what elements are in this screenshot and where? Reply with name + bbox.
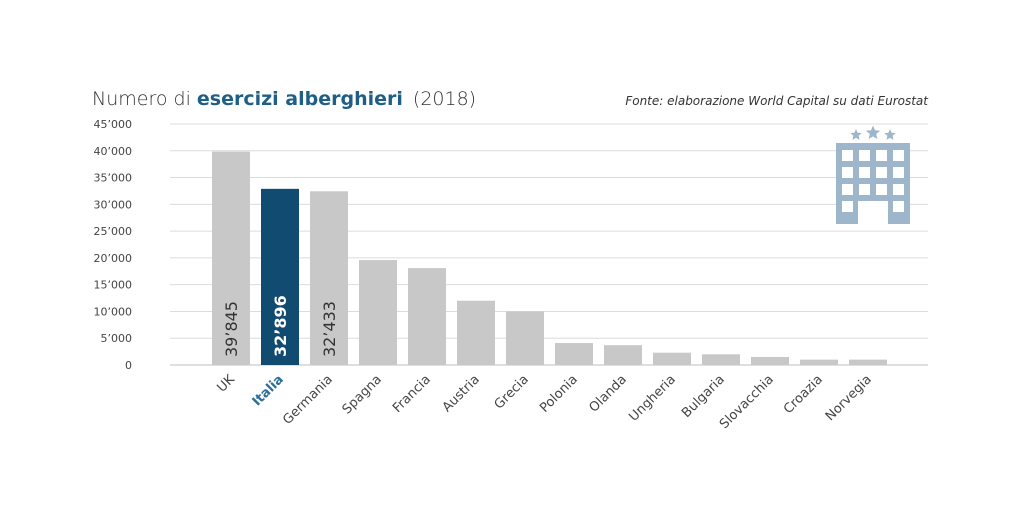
x-tick-label: Polonia bbox=[537, 372, 581, 416]
window bbox=[893, 150, 904, 161]
window bbox=[893, 184, 904, 195]
y-tick-label: 45’000 bbox=[94, 118, 133, 131]
x-tick-label: Austria bbox=[440, 372, 483, 415]
bar bbox=[457, 300, 495, 365]
door bbox=[858, 201, 888, 224]
title-emphasis: esercizi alberghieri bbox=[197, 88, 403, 110]
x-tick-label: Germania bbox=[280, 372, 336, 428]
bar bbox=[702, 354, 740, 365]
bar bbox=[800, 359, 838, 365]
window bbox=[876, 150, 887, 161]
y-tick-label: 10’000 bbox=[94, 305, 133, 318]
y-tick-label: 20’000 bbox=[94, 252, 133, 265]
bar bbox=[359, 260, 397, 365]
y-axis-ticks: 0 5’000 10’000 15’000 20’000 25’000 30’000 35’0… bbox=[94, 118, 133, 372]
window bbox=[842, 184, 853, 195]
y-tick-label: 5’000 bbox=[101, 332, 133, 345]
window bbox=[842, 167, 853, 178]
x-tick-label: Francia bbox=[390, 372, 434, 416]
window bbox=[859, 184, 870, 195]
value-label: 32’896 bbox=[271, 295, 290, 357]
title-plain: Numero di bbox=[92, 88, 197, 110]
x-tick-label: Croazia bbox=[781, 372, 826, 417]
y-tick-label: 40’000 bbox=[94, 145, 133, 158]
y-tick-label: 25’000 bbox=[94, 225, 133, 238]
y-tick-label: 35’000 bbox=[94, 172, 133, 185]
x-tick-label: Spagna bbox=[340, 372, 385, 417]
y-tick-label: 30’000 bbox=[94, 198, 133, 211]
star-icon bbox=[865, 125, 881, 140]
value-label: 32’433 bbox=[320, 301, 339, 357]
y-tick-label: 15’000 bbox=[94, 279, 133, 292]
bar bbox=[212, 151, 250, 365]
window bbox=[893, 167, 904, 178]
x-tick-label: Norvegia bbox=[823, 372, 875, 424]
bar bbox=[555, 343, 593, 365]
title-year: (2018) bbox=[413, 88, 476, 110]
x-tick-label: Bulgaria bbox=[679, 372, 728, 421]
x-tick-label: Olanda bbox=[586, 372, 629, 415]
bar bbox=[653, 352, 691, 365]
window bbox=[876, 167, 887, 178]
window bbox=[876, 184, 887, 195]
bar bbox=[408, 268, 446, 365]
bar bbox=[604, 345, 642, 365]
value-labels: 39’845 32’896 32’433 bbox=[222, 295, 339, 357]
hotel-building-icon bbox=[836, 125, 910, 224]
star-icon bbox=[850, 129, 862, 140]
star-icon bbox=[884, 129, 896, 140]
bar bbox=[261, 188, 299, 365]
window bbox=[893, 201, 904, 212]
chart-title: Numero di esercizi alberghieri (2018) bbox=[92, 88, 476, 110]
bars bbox=[212, 151, 887, 365]
window bbox=[859, 167, 870, 178]
chart-source: Fonte: elaborazione World Capital su dat… bbox=[625, 94, 929, 108]
window bbox=[842, 201, 853, 212]
x-tick-label: Ungheria bbox=[626, 372, 678, 424]
window bbox=[859, 150, 870, 161]
bar bbox=[310, 191, 348, 365]
x-tick-label: Grecia bbox=[492, 372, 532, 412]
bar bbox=[751, 356, 789, 365]
x-tick-label: UK bbox=[214, 372, 238, 396]
x-tick-label: Italia bbox=[250, 372, 287, 409]
value-label: 39’845 bbox=[222, 301, 241, 357]
bar bbox=[506, 311, 544, 365]
y-tick-label: 0 bbox=[125, 359, 132, 372]
bar bbox=[849, 359, 887, 365]
window bbox=[842, 150, 853, 161]
